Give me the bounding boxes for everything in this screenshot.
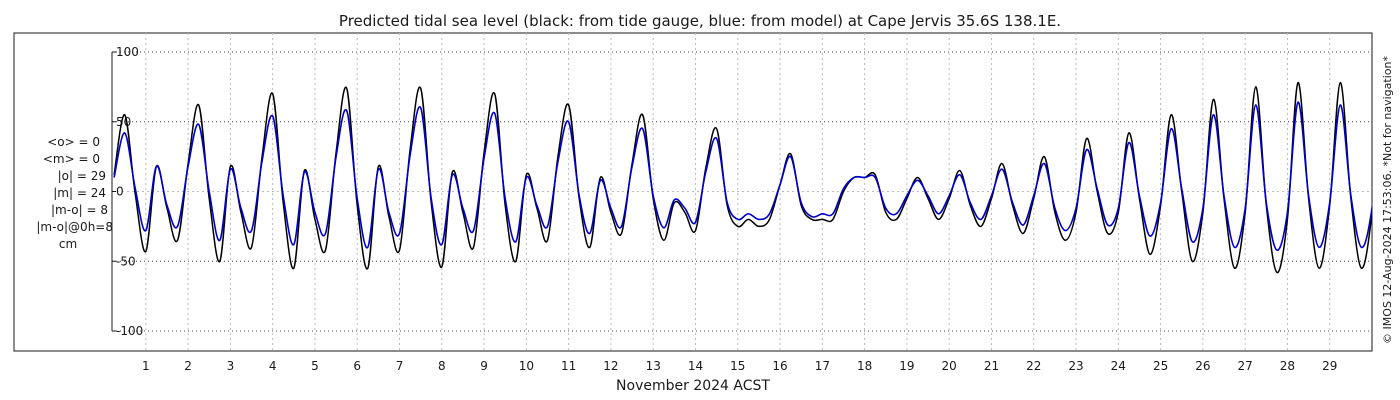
x-tick-label: 7	[396, 359, 404, 373]
x-tick-labels: 1 2 3 4 5 6 7 8 9 10 11 12 13 14 15 16 17 18 19 20 21 22 23 24 2…	[142, 359, 1337, 373]
data-series	[113, 81, 1372, 274]
x-tick-label: 6	[353, 359, 361, 373]
stats-panel: <o> = 0 <m> = 0 |o| = 29 |m| = 24 |m-o| …	[36, 135, 113, 251]
series-line-tide-gauge	[113, 81, 1372, 274]
x-tick-label: 15	[730, 359, 745, 373]
x-tick-label: 26	[1195, 359, 1210, 373]
x-tick-label: 24	[1111, 359, 1126, 373]
x-tick-label: 8	[438, 359, 446, 373]
x-tick-label: 18	[857, 359, 872, 373]
x-tick-label: 23	[1068, 359, 1083, 373]
x-tick-label: 13	[646, 359, 661, 373]
x-tick-label: 19	[899, 359, 914, 373]
x-tick-label: 14	[688, 359, 703, 373]
x-tick-label: 1	[142, 359, 150, 373]
stat-abs-diff-0h: |m-o|@0h=8	[36, 220, 113, 234]
x-tick-label: 12	[603, 359, 618, 373]
y-tick-label: 100	[116, 45, 139, 59]
stat-abs-model: |m| = 24	[53, 186, 106, 200]
stat-mean-obs: <o> = 0	[47, 135, 100, 149]
stat-mean-model: <m> = 0	[43, 152, 100, 166]
y-tick-label: 0	[116, 185, 124, 199]
credit-text: © IMOS 12-Aug-2024 17:53:06. *Not for na…	[1381, 56, 1394, 344]
stat-units: cm	[59, 237, 77, 251]
x-tick-label: 5	[311, 359, 319, 373]
chart-title: Predicted tidal sea level (black: from t…	[339, 12, 1061, 30]
x-axis-label: November 2024 ACST	[616, 378, 770, 394]
x-tick-label: 4	[269, 359, 277, 373]
grid-lines	[112, 33, 1372, 351]
x-tick-label: 25	[1153, 359, 1168, 373]
x-tick-label: 16	[772, 359, 787, 373]
x-tick-label: 20	[942, 359, 957, 373]
x-tick-label: 17	[815, 359, 830, 373]
x-tick-label: 3	[227, 359, 235, 373]
series-line-model	[113, 101, 1372, 251]
x-tick-label: 2	[184, 359, 192, 373]
stat-abs-obs: |o| = 29	[58, 169, 106, 183]
x-tick-label: 10	[519, 359, 534, 373]
y-tick-label: -100	[116, 324, 143, 338]
y-tick-label: -50	[116, 254, 136, 268]
x-tick-label: 22	[1026, 359, 1041, 373]
stat-abs-diff: |m-o| = 8	[51, 203, 108, 217]
x-tick-label: 29	[1322, 359, 1337, 373]
x-tick-label: 21	[984, 359, 999, 373]
x-tick-label: 11	[561, 359, 576, 373]
x-tick-label: 9	[480, 359, 488, 373]
x-tick-label: 28	[1280, 359, 1295, 373]
x-tick-label: 27	[1238, 359, 1253, 373]
